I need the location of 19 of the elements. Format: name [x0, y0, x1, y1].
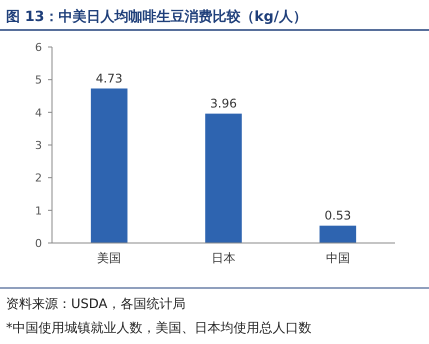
chart-title: 图 13：中美日人均咖啡生豆消费比较（kg/人）: [6, 8, 307, 25]
data-label: 3.96: [210, 96, 237, 111]
bar: [205, 114, 242, 243]
y-tick-label: 2: [35, 172, 42, 185]
x-tick-label: 中国: [326, 251, 350, 265]
data-label: 4.73: [96, 71, 123, 86]
text: 资料来源：USDA，各国统计局: [6, 297, 186, 312]
y-tick-label: 3: [35, 139, 42, 152]
y-tick-label: 5: [35, 74, 42, 87]
x-tick-label: 美国: [97, 251, 122, 265]
y-tick-label: 0: [35, 237, 42, 250]
x-tick-label: 日本: [212, 251, 236, 265]
bar: [90, 88, 128, 243]
y-tick-label: 1: [35, 204, 42, 218]
text: *中国使用城镇就业人数，美国、日本均使用总人口数: [6, 320, 312, 336]
y-tick-label: 6: [35, 41, 42, 54]
data-label: 0.53: [324, 208, 352, 223]
y-tick-label: 4: [35, 106, 42, 120]
bar: [320, 226, 356, 243]
